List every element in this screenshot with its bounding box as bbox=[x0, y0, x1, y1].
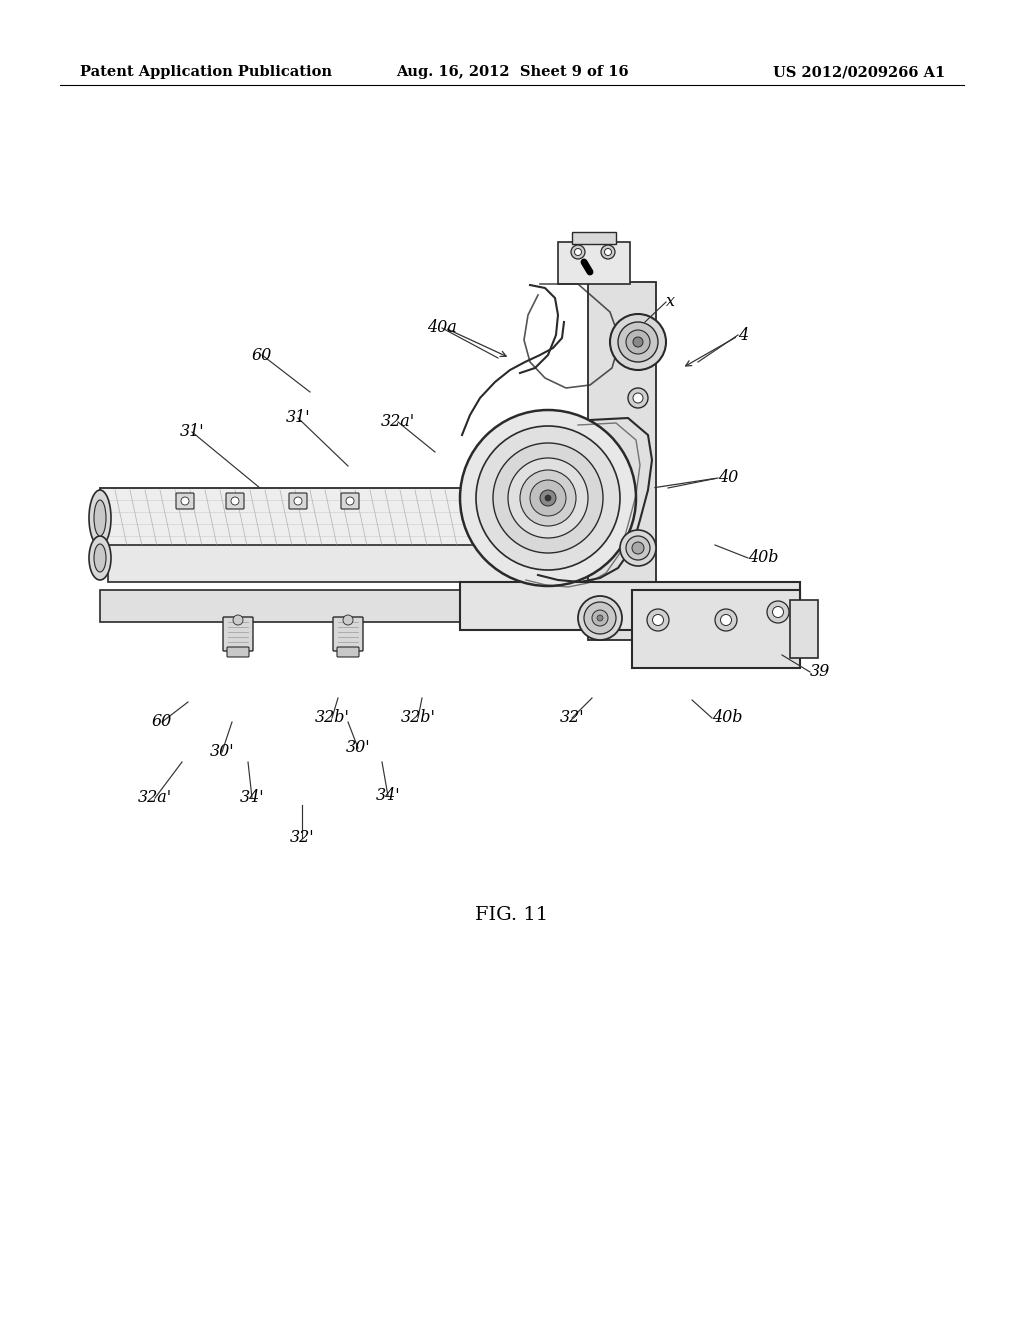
Circle shape bbox=[628, 388, 648, 408]
Text: 34': 34' bbox=[376, 788, 400, 804]
FancyBboxPatch shape bbox=[341, 492, 359, 510]
Circle shape bbox=[233, 615, 243, 624]
Circle shape bbox=[460, 411, 636, 586]
FancyBboxPatch shape bbox=[460, 582, 800, 630]
FancyBboxPatch shape bbox=[588, 282, 656, 640]
Circle shape bbox=[604, 248, 611, 256]
Circle shape bbox=[647, 609, 669, 631]
Circle shape bbox=[540, 490, 556, 506]
FancyBboxPatch shape bbox=[108, 545, 560, 582]
Circle shape bbox=[626, 536, 650, 560]
Circle shape bbox=[772, 606, 783, 618]
Circle shape bbox=[508, 458, 588, 539]
Text: 31': 31' bbox=[179, 424, 205, 441]
Circle shape bbox=[574, 248, 582, 256]
Circle shape bbox=[584, 602, 616, 634]
Ellipse shape bbox=[94, 500, 106, 536]
Text: Patent Application Publication: Patent Application Publication bbox=[80, 65, 332, 79]
FancyBboxPatch shape bbox=[632, 590, 800, 668]
Circle shape bbox=[578, 597, 622, 640]
Text: FIG. 11: FIG. 11 bbox=[475, 906, 549, 924]
Circle shape bbox=[632, 543, 644, 554]
Text: 32': 32' bbox=[560, 710, 585, 726]
Circle shape bbox=[181, 498, 189, 506]
Circle shape bbox=[530, 480, 566, 516]
Text: 30': 30' bbox=[346, 739, 371, 756]
Text: 40b: 40b bbox=[748, 549, 778, 566]
Circle shape bbox=[618, 322, 658, 362]
FancyBboxPatch shape bbox=[100, 488, 560, 548]
Circle shape bbox=[571, 246, 585, 259]
Text: x: x bbox=[666, 293, 675, 310]
Ellipse shape bbox=[89, 490, 111, 546]
Circle shape bbox=[545, 495, 551, 502]
Text: 32a': 32a' bbox=[381, 413, 415, 430]
Text: Aug. 16, 2012  Sheet 9 of 16: Aug. 16, 2012 Sheet 9 of 16 bbox=[395, 65, 629, 79]
Circle shape bbox=[493, 444, 603, 553]
Circle shape bbox=[652, 615, 664, 626]
Circle shape bbox=[715, 609, 737, 631]
Text: 30': 30' bbox=[210, 743, 234, 760]
Circle shape bbox=[294, 498, 302, 506]
Circle shape bbox=[633, 393, 643, 403]
Text: US 2012/0209266 A1: US 2012/0209266 A1 bbox=[773, 65, 945, 79]
FancyBboxPatch shape bbox=[337, 647, 359, 657]
Ellipse shape bbox=[94, 544, 106, 572]
Text: 4: 4 bbox=[738, 326, 749, 343]
FancyBboxPatch shape bbox=[176, 492, 194, 510]
FancyBboxPatch shape bbox=[790, 601, 818, 657]
Text: 40b: 40b bbox=[712, 710, 742, 726]
Circle shape bbox=[520, 470, 575, 525]
FancyBboxPatch shape bbox=[226, 492, 244, 510]
Text: 60: 60 bbox=[252, 346, 272, 363]
FancyBboxPatch shape bbox=[100, 590, 460, 622]
Circle shape bbox=[476, 426, 620, 570]
Text: 31': 31' bbox=[286, 409, 310, 426]
Text: 40: 40 bbox=[718, 470, 738, 487]
FancyBboxPatch shape bbox=[333, 616, 362, 651]
Circle shape bbox=[633, 337, 643, 347]
Text: 40a: 40a bbox=[427, 319, 457, 337]
Circle shape bbox=[601, 246, 615, 259]
Text: 39: 39 bbox=[810, 664, 830, 681]
Circle shape bbox=[610, 314, 666, 370]
Circle shape bbox=[346, 498, 354, 506]
FancyBboxPatch shape bbox=[223, 616, 253, 651]
Circle shape bbox=[592, 610, 608, 626]
Text: 32': 32' bbox=[290, 829, 314, 846]
Circle shape bbox=[626, 330, 650, 354]
FancyBboxPatch shape bbox=[227, 647, 249, 657]
Text: 34': 34' bbox=[240, 789, 264, 807]
Text: 32a': 32a' bbox=[138, 789, 172, 807]
Text: 60: 60 bbox=[152, 714, 172, 730]
FancyBboxPatch shape bbox=[558, 242, 630, 284]
Ellipse shape bbox=[89, 536, 111, 579]
Text: 32b': 32b' bbox=[314, 710, 349, 726]
FancyBboxPatch shape bbox=[289, 492, 307, 510]
Text: 32b': 32b' bbox=[400, 710, 435, 726]
Circle shape bbox=[620, 531, 656, 566]
Circle shape bbox=[721, 615, 731, 626]
Circle shape bbox=[767, 601, 790, 623]
Circle shape bbox=[343, 615, 353, 624]
FancyBboxPatch shape bbox=[572, 232, 616, 244]
Circle shape bbox=[231, 498, 239, 506]
Circle shape bbox=[597, 615, 603, 620]
